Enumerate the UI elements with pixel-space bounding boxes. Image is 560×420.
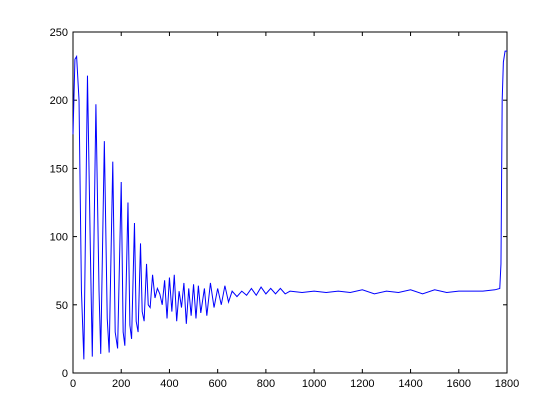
x-tick-label: 400	[160, 378, 178, 390]
y-tick-label: 200	[50, 95, 68, 107]
y-tick-label: 150	[50, 163, 68, 175]
y-tick-label: 50	[56, 300, 68, 312]
x-tick-label: 800	[257, 378, 275, 390]
x-tick-label: 600	[208, 378, 226, 390]
data-line	[72, 50, 507, 360]
y-tick-label: 0	[62, 368, 68, 380]
x-tick-label: 1800	[495, 378, 519, 390]
x-tick-label: 1600	[447, 378, 471, 390]
x-tick-label: 0	[70, 378, 76, 390]
y-tick-label: 100	[50, 232, 68, 244]
plot-box	[72, 31, 508, 374]
x-tick-label: 1000	[302, 378, 326, 390]
y-tick-label: 250	[50, 27, 68, 39]
x-tick-label: 1200	[350, 378, 374, 390]
x-tick-label: 1400	[398, 378, 422, 390]
x-tick-label: 200	[112, 378, 130, 390]
